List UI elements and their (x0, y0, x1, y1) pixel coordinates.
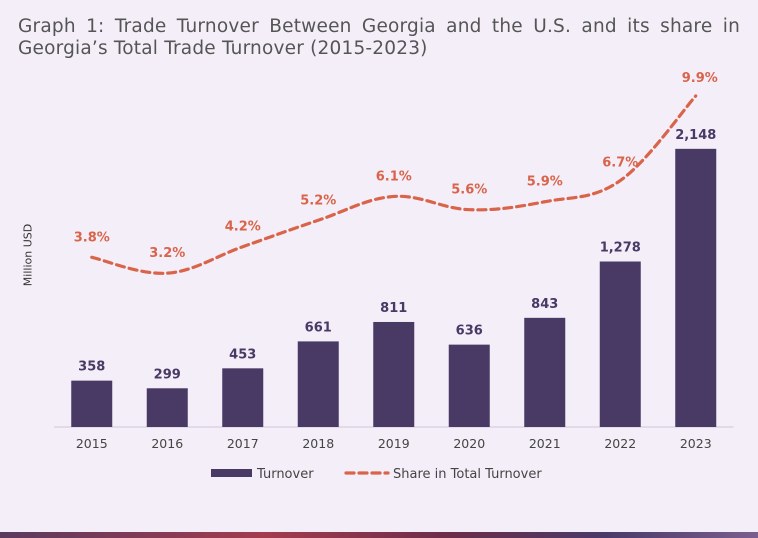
bar-turnover-2019 (373, 321, 415, 427)
legend-swatch-turnover (211, 469, 252, 477)
line-value-label: 4.2% (225, 220, 261, 235)
bar-turnover-2020 (448, 344, 490, 427)
x-tick-label: 2015 (76, 436, 108, 451)
line-share-series (90, 94, 698, 275)
bar-turnover-2015 (71, 380, 113, 427)
decorative-stripe (0, 532, 758, 538)
bar-turnover-2018 (297, 341, 339, 427)
x-tick-label: 2016 (151, 436, 183, 451)
line-value-label: 3.8% (74, 230, 110, 245)
bar-value-label: 299 (154, 367, 181, 382)
line-value-label: 5.2% (300, 193, 336, 208)
line-value-label: 6.7% (602, 156, 638, 171)
legend-label-share: Share in Total Turnover (393, 467, 542, 482)
x-tick-label: 2023 (680, 436, 712, 451)
x-tick-label: 2020 (453, 436, 485, 451)
chart-title: Graph 1: Trade Turnover Between Georgia … (18, 16, 740, 59)
bar-value-label: 1,278 (600, 240, 641, 255)
bar-turnover-2021 (524, 317, 566, 427)
bar-value-label: 661 (305, 320, 332, 335)
x-tick-label: 2021 (529, 436, 561, 451)
bar-value-label: 843 (531, 297, 558, 312)
x-tick-label: 2022 (604, 436, 636, 451)
bar-value-label: 2,148 (675, 128, 716, 143)
line-value-label: 6.1% (376, 169, 412, 184)
x-tick-label: 2018 (302, 436, 334, 451)
x-tick-label: 2017 (227, 436, 259, 451)
legend-label-turnover: Turnover (256, 467, 314, 482)
line-value-label: 5.6% (451, 183, 487, 198)
bar-turnover-2022 (599, 261, 641, 427)
bar-turnover-2017 (222, 368, 264, 427)
bar-value-label: 453 (229, 347, 256, 362)
bar-turnover-2016 (146, 388, 188, 427)
x-tick-label: 2019 (378, 436, 410, 451)
bar-value-label: 358 (78, 360, 105, 375)
line-value-label: 9.9% (682, 71, 718, 86)
line-value-label: 5.9% (527, 175, 563, 190)
bar-value-label: 811 (380, 301, 407, 316)
bar-value-label: 636 (456, 324, 483, 339)
bar-turnover-2023 (675, 148, 717, 428)
line-value-label: 3.2% (149, 246, 185, 261)
